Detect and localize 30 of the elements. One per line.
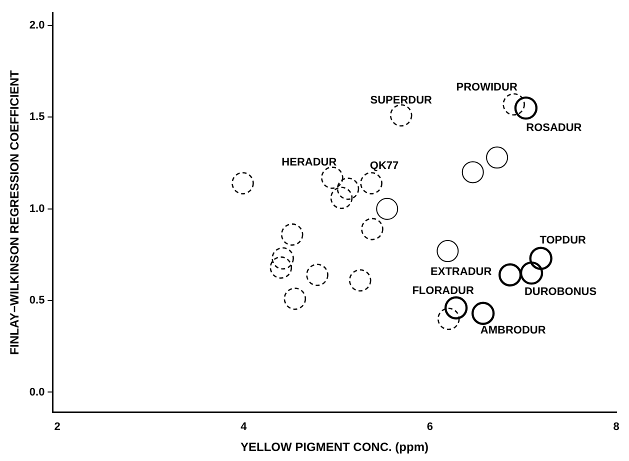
annotation: ROSADUR bbox=[526, 122, 582, 134]
annotation: DUROBONUS bbox=[524, 286, 597, 298]
annotation: PROWIDUR bbox=[456, 81, 518, 94]
y-axis-title: FINLAY−WILKINSON REGRESSION COEFFICIENT bbox=[8, 70, 22, 355]
point bbox=[471, 302, 495, 325]
point bbox=[486, 146, 508, 169]
point bbox=[444, 296, 468, 320]
annotation: TOPDUR bbox=[540, 234, 586, 246]
point bbox=[529, 246, 552, 270]
annotation: EXTRADUR bbox=[430, 266, 492, 278]
y-tick-label: 1.0 bbox=[29, 202, 45, 215]
annotation: HERADUR bbox=[282, 156, 337, 169]
x-tick-label: 2 bbox=[54, 421, 60, 434]
point bbox=[520, 261, 544, 285]
x-tick-label: 4 bbox=[240, 421, 248, 434]
point bbox=[462, 161, 484, 184]
point bbox=[514, 96, 538, 120]
annotation: QK77 bbox=[370, 160, 399, 172]
x-axis-title: YELLOW PIGMENT CONC. (ppm) bbox=[240, 440, 428, 454]
x-tick-label: 8 bbox=[613, 421, 620, 434]
y-tick-label: 2.0 bbox=[29, 20, 45, 32]
y-tick-label: 0.5 bbox=[29, 294, 45, 307]
annotation: AMBRODUR bbox=[480, 324, 546, 336]
annotation: FLORADUR bbox=[412, 284, 474, 297]
y-tick-label: 0.0 bbox=[29, 386, 45, 398]
y-tick-label: 1.5 bbox=[29, 111, 45, 124]
point bbox=[436, 240, 459, 262]
annotation: SUPERDUR bbox=[370, 94, 432, 106]
point bbox=[498, 263, 522, 286]
x-tick-label: 6 bbox=[426, 421, 434, 434]
